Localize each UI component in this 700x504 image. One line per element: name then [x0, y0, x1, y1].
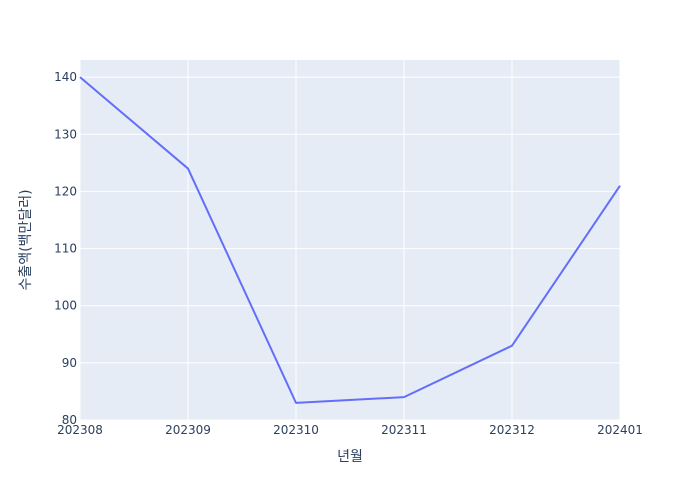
x-tick-label: 202311	[381, 423, 427, 437]
y-tick-label: 140	[54, 70, 77, 84]
x-axis-tick-labels: 202308 202309 202310 202311 202312 202401	[57, 423, 643, 437]
y-tick-label: 80	[62, 413, 77, 427]
x-tick-label: 202308	[57, 423, 103, 437]
x-tick-label: 202309	[165, 423, 211, 437]
y-tick-label: 100	[54, 299, 77, 313]
x-tick-label: 202310	[273, 423, 319, 437]
y-axis-title: 수출액(백만달러)	[18, 189, 34, 290]
y-axis-tick-labels: 80 90 100 110 120 130 140	[54, 70, 77, 427]
grid-lines	[79, 60, 621, 421]
y-tick-label: 110	[54, 242, 77, 256]
y-tick-label: 130	[54, 127, 77, 141]
x-tick-label: 202312	[489, 423, 535, 437]
y-tick-label: 120	[54, 184, 77, 198]
series-layer	[79, 76, 621, 404]
x-tick-label: 202401	[597, 423, 643, 437]
series-line	[79, 76, 621, 404]
y-tick-label: 90	[62, 356, 77, 370]
x-axis-title: 년월	[337, 449, 363, 465]
plot-area-background	[80, 60, 620, 420]
